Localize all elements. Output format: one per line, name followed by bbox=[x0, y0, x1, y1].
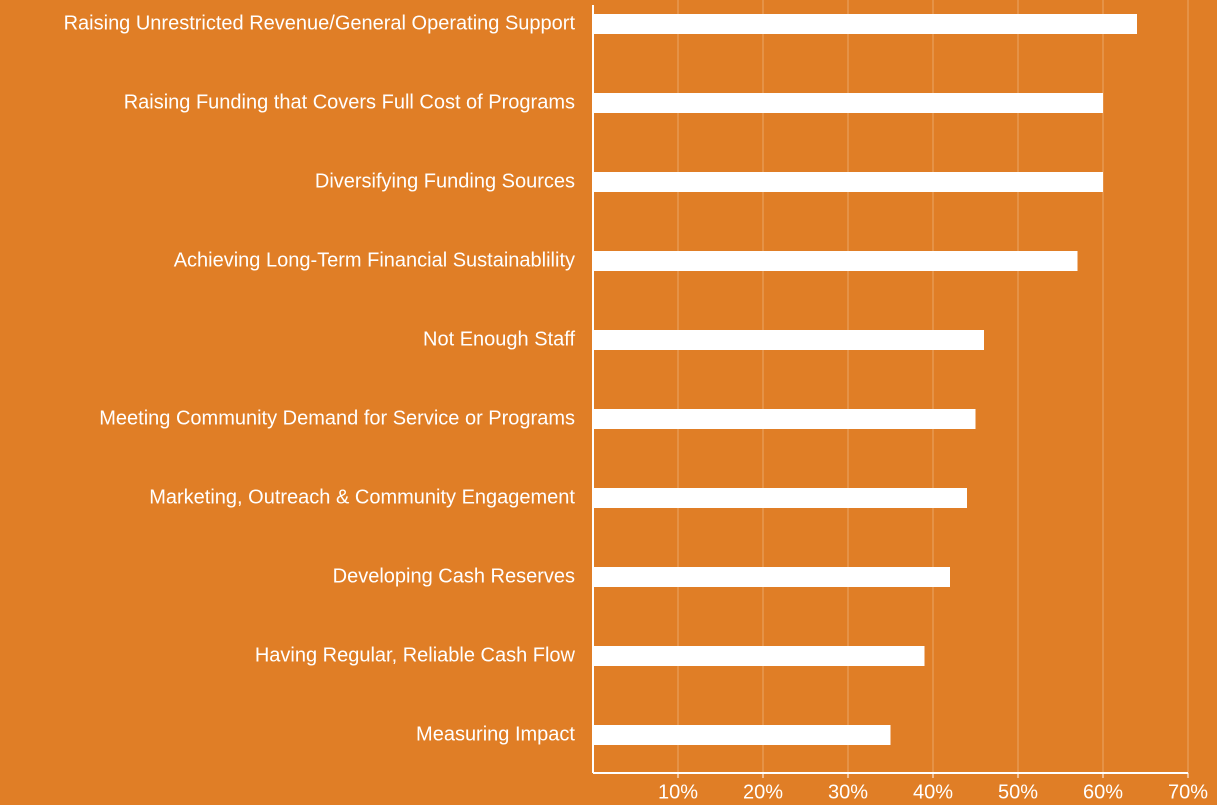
y-tick-label: Meeting Community Demand for Service or … bbox=[99, 407, 575, 429]
bar bbox=[593, 251, 1078, 271]
x-tick-label: 20% bbox=[743, 781, 783, 803]
y-tick-label: Raising Funding that Covers Full Cost of… bbox=[124, 91, 575, 113]
bar bbox=[593, 330, 984, 350]
y-tick-label: Developing Cash Reserves bbox=[333, 565, 575, 587]
bar bbox=[593, 409, 976, 429]
bar bbox=[593, 172, 1103, 192]
bar bbox=[593, 14, 1137, 34]
y-tick-label: Diversifying Funding Sources bbox=[315, 170, 575, 192]
x-tick-label: 40% bbox=[913, 781, 953, 803]
x-tick-label: 60% bbox=[1083, 781, 1123, 803]
y-tick-label: Achieving Long-Term Financial Sustainabl… bbox=[174, 249, 575, 271]
bar bbox=[593, 567, 950, 587]
y-tick-label: Marketing, Outreach & Community Engageme… bbox=[149, 486, 575, 508]
x-tick-label: 30% bbox=[828, 781, 868, 803]
bar bbox=[593, 488, 967, 508]
y-tick-label: Measuring Impact bbox=[416, 723, 575, 745]
x-tick-label: 70% bbox=[1168, 781, 1208, 803]
bar bbox=[593, 646, 925, 666]
bar bbox=[593, 93, 1103, 113]
y-tick-label: Having Regular, Reliable Cash Flow bbox=[255, 644, 576, 666]
y-tick-label: Not Enough Staff bbox=[423, 328, 575, 350]
y-tick-label: Raising Unrestricted Revenue/General Ope… bbox=[64, 12, 576, 34]
bar bbox=[593, 725, 891, 745]
x-tick-label: 10% bbox=[658, 781, 698, 803]
x-tick-label: 50% bbox=[998, 781, 1038, 803]
